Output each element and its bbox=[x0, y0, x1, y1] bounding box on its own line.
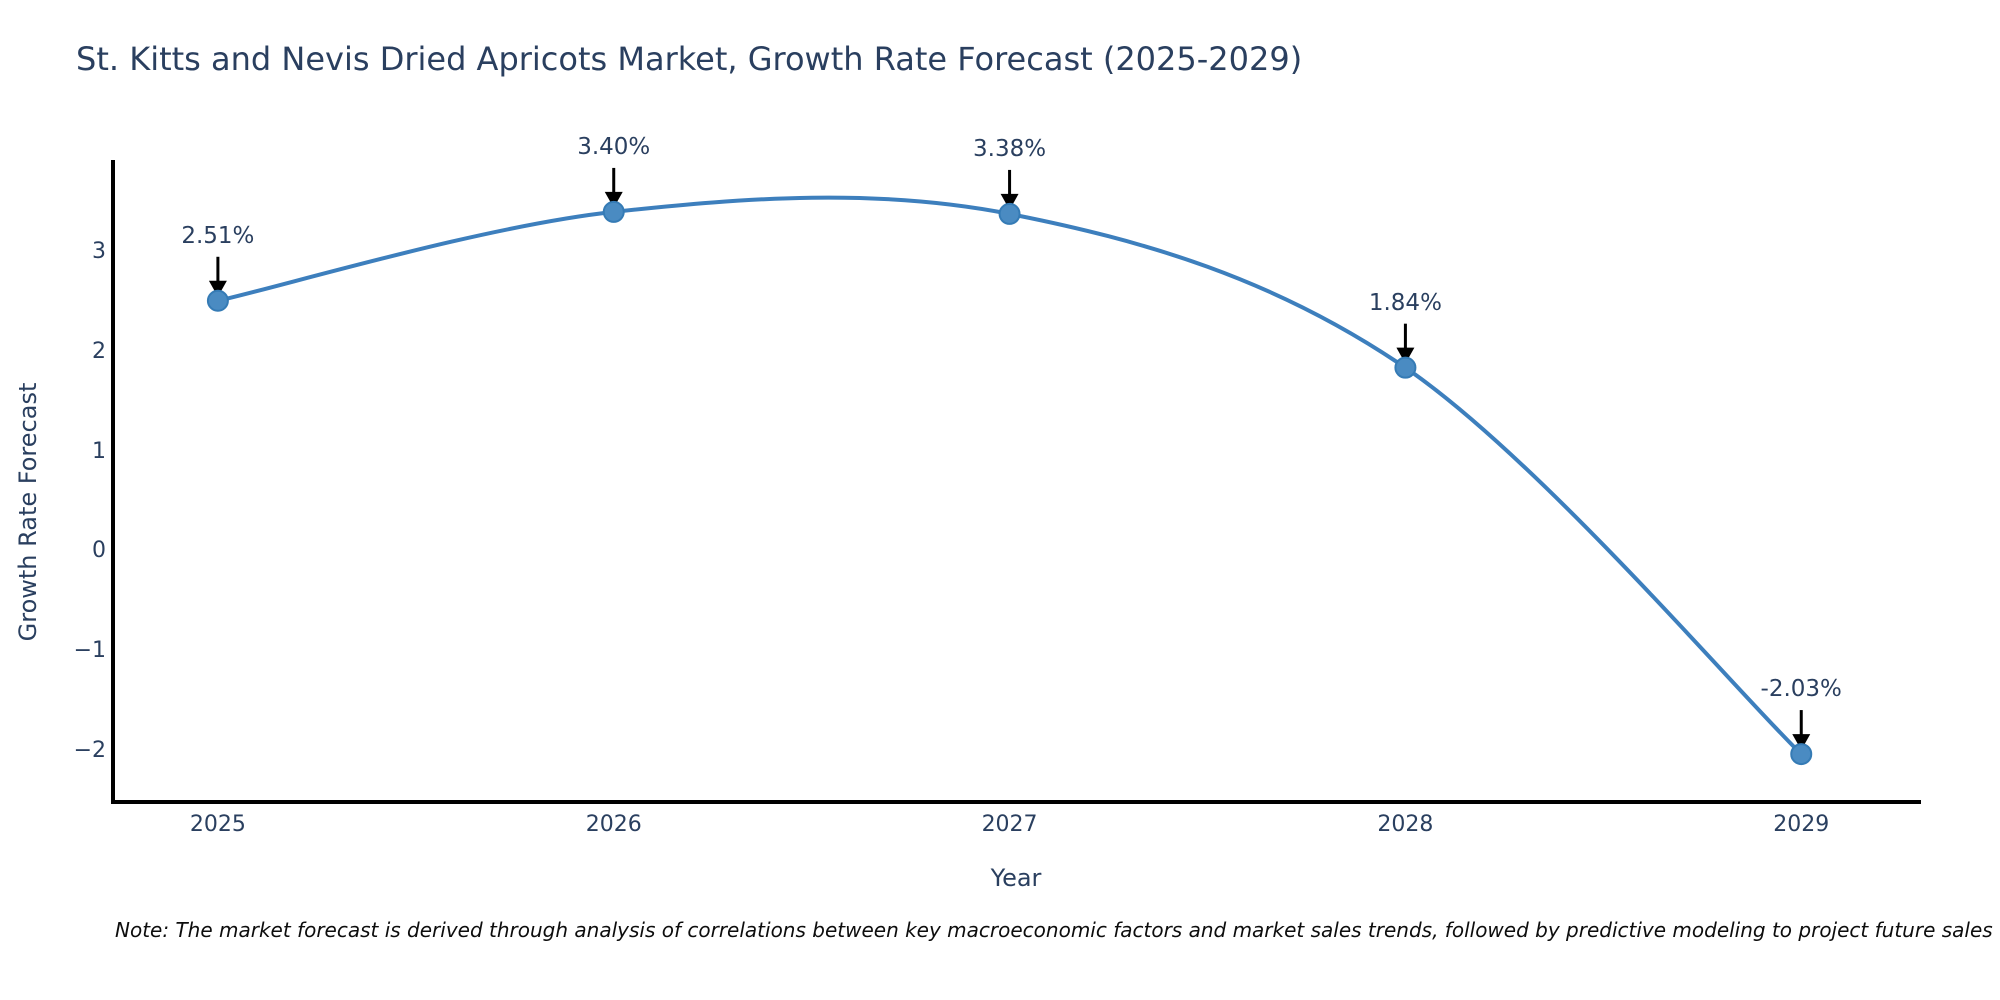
y-tick-label: 1 bbox=[92, 438, 106, 464]
x-axis-title: Year bbox=[990, 864, 1042, 892]
forecast-line bbox=[215, 195, 1804, 757]
x-tick-label: 2025 bbox=[189, 812, 246, 837]
y-tick-label: −1 bbox=[73, 638, 106, 664]
x-tick-label: 2026 bbox=[585, 812, 642, 837]
x-axis-line bbox=[111, 800, 1921, 804]
annotation-arrowhead bbox=[208, 280, 227, 297]
point-label: -2.03% bbox=[1760, 676, 1842, 703]
x-tick-label: 2027 bbox=[981, 812, 1038, 837]
annotation-arrowhead bbox=[1000, 193, 1019, 210]
y-axis-title: Growth Rate Forecast bbox=[14, 382, 42, 642]
data-point-marker bbox=[1790, 743, 1813, 766]
data-point-marker bbox=[206, 289, 229, 312]
y-tick-label: 0 bbox=[92, 538, 106, 564]
point-label: 3.38% bbox=[973, 135, 1047, 162]
point-label: 2.51% bbox=[181, 222, 255, 249]
annotation-arrowhead bbox=[1792, 734, 1811, 751]
y-axis-line bbox=[111, 160, 115, 804]
annotation-arrowhead bbox=[1396, 347, 1415, 364]
x-tick-label: 2029 bbox=[1773, 812, 1830, 837]
chart-title: St. Kitts and Nevis Dried Apricots Marke… bbox=[76, 40, 1303, 78]
annotation-arrowhead bbox=[604, 191, 623, 208]
data-point-marker bbox=[998, 202, 1021, 225]
y-tick-label: 3 bbox=[92, 238, 106, 264]
y-tick-label: 2 bbox=[92, 338, 106, 364]
point-label: 1.84% bbox=[1368, 289, 1442, 316]
y-tick-label: −2 bbox=[73, 738, 106, 764]
footnote: Note: The market forecast is derived thr… bbox=[115, 918, 1993, 942]
point-label: 3.40% bbox=[577, 133, 651, 160]
x-tick-label: 2028 bbox=[1377, 812, 1434, 837]
data-point-marker bbox=[602, 200, 625, 223]
data-point-marker bbox=[1394, 356, 1417, 379]
